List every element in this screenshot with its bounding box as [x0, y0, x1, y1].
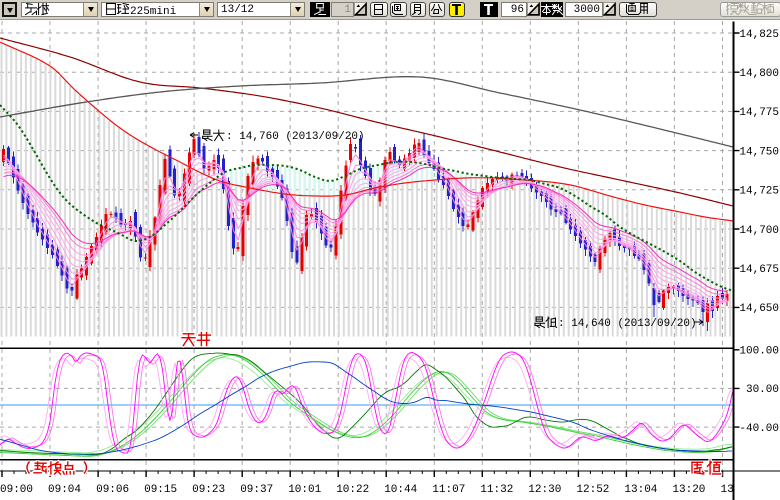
svg-text:14,725: 14,725 — [739, 186, 779, 198]
svg-text:: 14,760 (2013/09/20): : 14,760 (2013/09/20) — [226, 131, 365, 143]
svg-text:14,750: 14,750 — [739, 146, 779, 158]
svg-text:10:01: 10:01 — [288, 484, 321, 496]
svg-text:14,700: 14,700 — [739, 225, 779, 237]
svg-text:10:44: 10:44 — [384, 484, 417, 496]
svg-text:09:23: 09:23 — [192, 484, 225, 496]
svg-text:09:37: 09:37 — [240, 484, 273, 496]
svg-text:-40.00: -40.00 — [739, 423, 779, 435]
svg-text:11:07: 11:07 — [432, 484, 465, 496]
svg-text:30.00: 30.00 — [746, 384, 779, 396]
svg-text:12:52: 12:52 — [576, 484, 609, 496]
svg-text:13:04: 13:04 — [624, 484, 657, 496]
svg-text:13:20: 13:20 — [672, 484, 705, 496]
svg-text:09:00: 09:00 — [0, 484, 33, 496]
svg-text:09:06: 09:06 — [96, 484, 129, 496]
svg-text:12:30: 12:30 — [528, 484, 561, 496]
svg-text:100.00: 100.00 — [739, 346, 779, 358]
svg-text:14,825: 14,825 — [739, 29, 779, 41]
svg-text:13: 13 — [721, 484, 734, 496]
svg-text:14,675: 14,675 — [739, 264, 779, 276]
svg-text:14,650: 14,650 — [739, 303, 779, 315]
svg-text:11:32: 11:32 — [480, 484, 513, 496]
svg-text:09:15: 09:15 — [144, 484, 177, 496]
svg-text:10:22: 10:22 — [336, 484, 369, 496]
svg-text:09:04: 09:04 — [48, 484, 81, 496]
svg-text:14,800: 14,800 — [739, 68, 779, 80]
svg-text:: 14,640 (2013/09/20): : 14,640 (2013/09/20) — [558, 318, 697, 330]
svg-text:14,775: 14,775 — [739, 107, 779, 119]
